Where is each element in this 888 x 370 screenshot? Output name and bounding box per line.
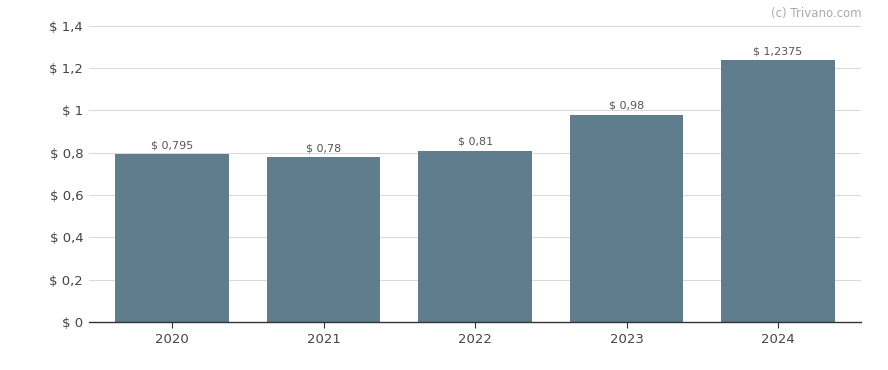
Text: $ 0,795: $ 0,795 bbox=[151, 140, 194, 150]
Bar bbox=[570, 115, 684, 322]
Bar bbox=[115, 154, 229, 322]
Bar bbox=[721, 60, 835, 322]
Bar bbox=[266, 157, 380, 322]
Text: $ 0,81: $ 0,81 bbox=[457, 137, 493, 147]
Bar bbox=[418, 151, 532, 322]
Text: $ 0,98: $ 0,98 bbox=[609, 101, 644, 111]
Text: $ 1,2375: $ 1,2375 bbox=[753, 47, 803, 57]
Text: $ 0,78: $ 0,78 bbox=[306, 143, 341, 153]
Text: (c) Trivano.com: (c) Trivano.com bbox=[771, 7, 861, 20]
